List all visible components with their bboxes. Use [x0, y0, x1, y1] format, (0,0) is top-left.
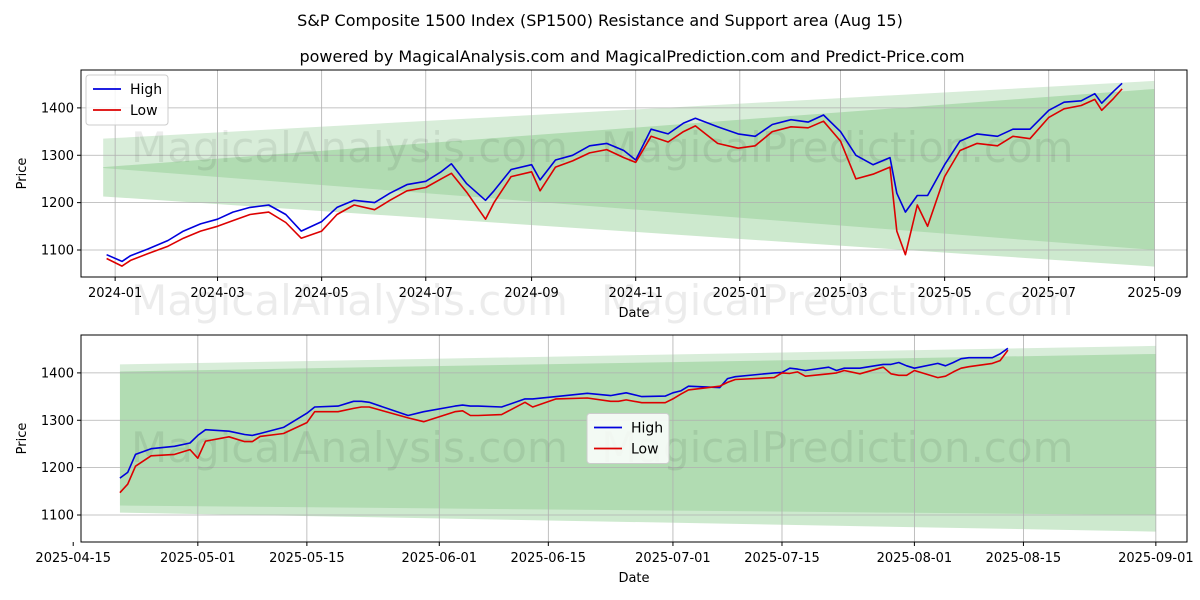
legend-label-low: Low: [631, 442, 659, 458]
watermark-prediction: MagicalPrediction.com: [601, 123, 1074, 172]
watermark-prediction: MagicalPrediction.com: [601, 276, 1074, 325]
legend: High Low: [586, 413, 670, 464]
x-tick-label: 2025-05-01: [160, 551, 236, 566]
x-tick-label: 2025-03: [813, 286, 867, 301]
watermark-prediction: MagicalPrediction.com: [601, 423, 1074, 472]
y-tick-label: 1300: [41, 414, 74, 429]
series-line-high: [119, 347, 1009, 479]
x-axis-label: Date: [618, 571, 649, 586]
y-tick-label: 1200: [41, 461, 74, 476]
x-tick-label: 2025-05: [917, 286, 971, 301]
x-tick-label: 2024-09: [504, 286, 558, 301]
x-tick-label: 2025-08-15: [986, 551, 1062, 566]
y-tick-label: 1400: [41, 101, 74, 116]
legend-box: [586, 413, 670, 464]
axes-frame: [80, 69, 1188, 278]
support-resistance-band: [103, 88, 1155, 267]
upper-chart: MagicalAnalysis.com MagicalPrediction.com…: [15, 69, 1188, 325]
series-group: [119, 347, 1009, 494]
x-tick-label: 2025-07-15: [744, 551, 820, 566]
watermark-analysis: MagicalAnalysis.com: [131, 123, 568, 172]
x-tick-label: 2024-11: [609, 286, 663, 301]
y-axis-label: Price: [15, 423, 30, 455]
x-tick-label: 2025-06-01: [402, 551, 478, 566]
x-tick-label: 2025-07-01: [635, 551, 711, 566]
chart-subtitle: powered by MagicalAnalysis.com and Magic…: [299, 47, 964, 66]
band-group: [103, 80, 1155, 267]
x-tick-label: 2024-01: [88, 286, 142, 301]
chart-title: S&P Composite 1500 Index (SP1500) Resist…: [297, 11, 903, 30]
x-tick-label: 2025-04-15: [35, 551, 111, 566]
y-tick-label: 1400: [41, 366, 74, 381]
support-resistance-band: [103, 80, 1155, 250]
x-tick-label: 2025-09: [1127, 286, 1181, 301]
legend-label-high: High: [130, 82, 162, 98]
x-axis-label: Date: [618, 306, 649, 321]
x-tick-label: 2025-08-01: [877, 551, 953, 566]
y-tick-label: 1100: [41, 509, 74, 524]
watermark-analysis: MagicalAnalysis.com: [131, 423, 568, 472]
y-tick-label: 1300: [41, 149, 74, 164]
x-tick-label: 2024-03: [190, 286, 244, 301]
x-tick-label: 2025-01: [713, 286, 767, 301]
watermark-analysis: MagicalAnalysis.com: [131, 276, 568, 325]
x-tick-label: 2024-05: [294, 286, 348, 301]
y-tick-label: 1100: [41, 244, 74, 259]
x-tick-label: 2024-07: [399, 286, 453, 301]
legend: High Low: [85, 74, 169, 126]
x-tick-label: 2025-05-15: [269, 551, 345, 566]
legend-label-high: High: [631, 421, 663, 437]
series-group: [106, 82, 1123, 267]
legend-box: [85, 74, 169, 126]
grid: [81, 70, 1187, 277]
legend-label-low: Low: [130, 103, 158, 119]
series-line-high: [106, 82, 1123, 263]
x-tick-label: 2025-09-01: [1118, 551, 1194, 566]
y-tick-label: 1200: [41, 196, 74, 211]
y-axis-label: Price: [15, 158, 30, 190]
x-tick-label: 2025-06-15: [511, 551, 587, 566]
x-tick-label: 2025-07: [1022, 286, 1076, 301]
lower-chart: MagicalAnalysis.com MagicalPrediction.com…: [15, 334, 1194, 586]
series-line-low: [106, 88, 1123, 267]
axes-frame: [80, 334, 1188, 543]
series-line-low: [119, 349, 1009, 494]
